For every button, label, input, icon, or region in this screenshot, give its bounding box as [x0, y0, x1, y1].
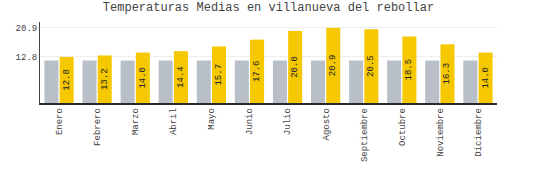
- svg-text:12.8: 12.8: [16, 53, 38, 63]
- svg-text:20.9: 20.9: [328, 55, 338, 77]
- svg-text:Julio: Julio: [283, 108, 293, 135]
- svg-text:16.3: 16.3: [442, 63, 452, 85]
- svg-text:Agosto: Agosto: [322, 108, 332, 140]
- svg-text:Temperaturas Medias en villanu: Temperaturas Medias en villanueva del re…: [103, 1, 434, 15]
- svg-text:Mayo: Mayo: [207, 108, 217, 130]
- svg-text:Marzo: Marzo: [131, 108, 141, 135]
- svg-text:12.8: 12.8: [62, 69, 72, 91]
- svg-text:14.4: 14.4: [176, 66, 186, 88]
- svg-text:14.0: 14.0: [138, 67, 148, 89]
- svg-text:20.0: 20.0: [290, 56, 300, 78]
- svg-text:14.0: 14.0: [481, 67, 491, 89]
- svg-text:Octubre: Octubre: [398, 108, 408, 146]
- svg-text:Febrero: Febrero: [93, 108, 103, 146]
- svg-text:20.5: 20.5: [366, 55, 376, 77]
- svg-text:20.9: 20.9: [16, 24, 38, 34]
- svg-text:Diciembre: Diciembre: [474, 108, 484, 157]
- svg-text:17.6: 17.6: [252, 61, 262, 83]
- svg-text:Enero: Enero: [55, 108, 65, 135]
- svg-text:18.5: 18.5: [404, 59, 414, 81]
- svg-text:Abril: Abril: [169, 108, 179, 135]
- svg-text:15.7: 15.7: [214, 64, 224, 86]
- svg-text:Noviembre: Noviembre: [436, 108, 446, 157]
- svg-text:13.2: 13.2: [100, 68, 110, 90]
- svg-text:Junio: Junio: [245, 108, 255, 135]
- svg-text:Septiembre: Septiembre: [360, 108, 370, 162]
